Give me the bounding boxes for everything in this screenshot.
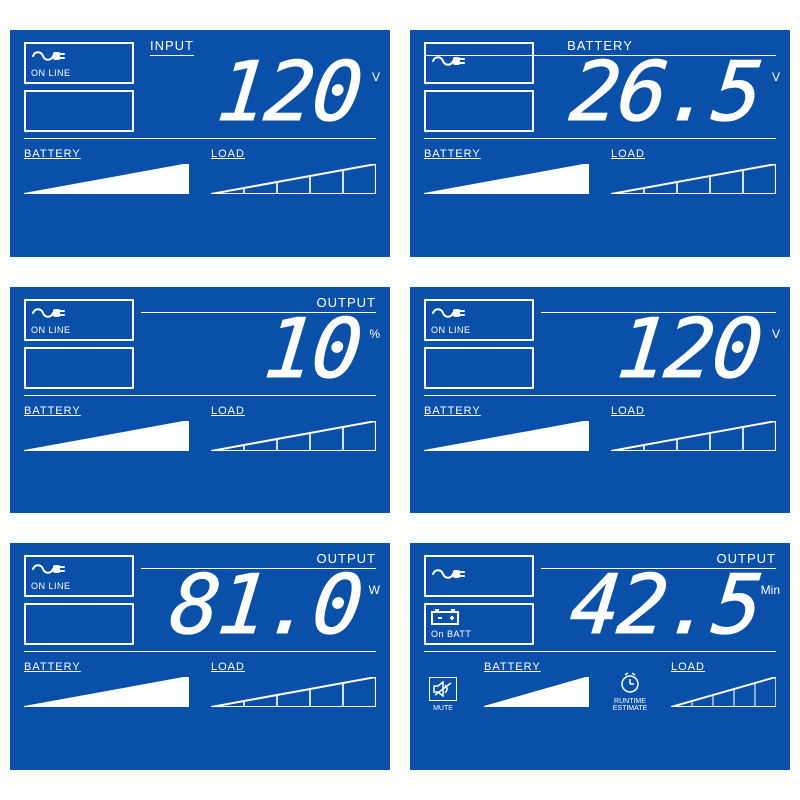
plug-icon bbox=[31, 561, 65, 577]
wedge-gauge bbox=[484, 677, 589, 707]
wedge-gauge bbox=[211, 421, 376, 451]
lcd-panel-output-runtime: On BATT OUTPUT 42.5 Min MUTE BATTERY bbox=[410, 543, 790, 770]
reading-label: INPUT bbox=[150, 38, 194, 56]
reading-value: 42.5 bbox=[566, 565, 764, 647]
lcd-panel-input-voltage: ON LINE INPUT 120 V BATTERY LOAD bbox=[10, 30, 390, 257]
gauge-label: BATTERY bbox=[24, 405, 189, 417]
status-box-bottom bbox=[24, 347, 134, 389]
plug-icon bbox=[31, 305, 65, 321]
runtime-indicator: RUNTIME ESTIMATE bbox=[611, 672, 649, 712]
gauge-label: BATTERY bbox=[24, 661, 189, 673]
reading-unit: W bbox=[369, 583, 380, 597]
reading-unit: % bbox=[369, 327, 380, 341]
status-box-bottom bbox=[24, 90, 134, 132]
gauge-label: LOAD bbox=[211, 661, 376, 673]
wedge-gauge bbox=[611, 164, 776, 194]
battery-gauge: BATTERY bbox=[424, 405, 589, 456]
plug-icon bbox=[431, 566, 465, 582]
wedge-gauge bbox=[211, 164, 376, 194]
reading-value: 120 bbox=[214, 52, 365, 134]
lcd-panel-output-watts: ON LINE OUTPUT 81.0 W BATTERY LOAD bbox=[10, 543, 390, 770]
gauge-label: LOAD bbox=[211, 148, 376, 160]
battery-gauge: BATTERY bbox=[424, 148, 589, 199]
wedge-gauge bbox=[671, 677, 776, 707]
gauge-label: LOAD bbox=[671, 661, 776, 673]
wedge-gauge bbox=[611, 421, 776, 451]
status-text: ON LINE bbox=[431, 325, 527, 335]
mute-icon bbox=[433, 681, 453, 697]
load-gauge: LOAD bbox=[611, 405, 776, 456]
wedge-gauge bbox=[424, 164, 589, 194]
clock-icon bbox=[619, 672, 641, 694]
reading-unit: V bbox=[772, 70, 780, 84]
mute-indicator: MUTE bbox=[424, 677, 462, 712]
wedge-gauge bbox=[424, 421, 589, 451]
status-box-top: ON LINE bbox=[24, 42, 134, 84]
battery-icon bbox=[431, 609, 461, 625]
battery-gauge: BATTERY bbox=[24, 148, 189, 199]
gauge-label: BATTERY bbox=[424, 148, 589, 160]
wedge-gauge bbox=[24, 677, 189, 707]
gauge-label: LOAD bbox=[211, 405, 376, 417]
load-gauge: LOAD bbox=[211, 405, 376, 456]
gauge-label: BATTERY bbox=[484, 661, 589, 673]
gauge-label: BATTERY bbox=[424, 405, 589, 417]
wedge-gauge bbox=[24, 421, 189, 451]
battery-gauge: BATTERY bbox=[484, 661, 589, 712]
status-box-top: ON LINE bbox=[24, 299, 134, 341]
gauge-label: LOAD bbox=[611, 148, 776, 160]
lcd-panel-battery-voltage: BATTERY 26.5 V BATTERY LOAD bbox=[410, 30, 790, 257]
reading-value: 120 bbox=[614, 309, 765, 391]
plug-icon bbox=[431, 305, 465, 321]
status-text: ON LINE bbox=[31, 581, 127, 591]
reading-value: 26.5 bbox=[566, 52, 764, 134]
load-gauge: LOAD bbox=[671, 661, 776, 712]
battery-gauge: BATTERY bbox=[24, 661, 189, 712]
gauge-label: BATTERY bbox=[24, 148, 189, 160]
status-text: ON LINE bbox=[31, 325, 127, 335]
status-box-bottom bbox=[424, 347, 534, 389]
wedge-gauge bbox=[211, 677, 376, 707]
reading-unit: V bbox=[772, 327, 780, 341]
load-gauge: LOAD bbox=[211, 148, 376, 199]
reading-value: 81.0 bbox=[166, 565, 364, 647]
wedge-gauge bbox=[24, 164, 189, 194]
load-gauge: LOAD bbox=[211, 661, 376, 712]
lcd-panel-output-percent: ON LINE OUTPUT 10 % BATTERY LOAD bbox=[10, 287, 390, 514]
load-gauge: LOAD bbox=[611, 148, 776, 199]
reading-value: 10 bbox=[261, 309, 364, 391]
plug-icon bbox=[31, 48, 65, 64]
gauge-label: LOAD bbox=[611, 405, 776, 417]
status-text: On BATT bbox=[431, 629, 527, 639]
lcd-panel-output-voltage: ON LINE 120 V BATTERY LOAD bbox=[410, 287, 790, 514]
status-box-bottom: On BATT bbox=[424, 603, 534, 645]
status-box-top: ON LINE bbox=[24, 555, 134, 597]
status-box-top bbox=[424, 555, 534, 597]
reading-unit: Min bbox=[761, 583, 780, 597]
battery-gauge: BATTERY bbox=[24, 405, 189, 456]
status-text: ON LINE bbox=[31, 68, 127, 78]
reading-unit: V bbox=[372, 70, 380, 84]
status-box-bottom bbox=[424, 90, 534, 132]
status-box-top: ON LINE bbox=[424, 299, 534, 341]
status-box-bottom bbox=[24, 603, 134, 645]
